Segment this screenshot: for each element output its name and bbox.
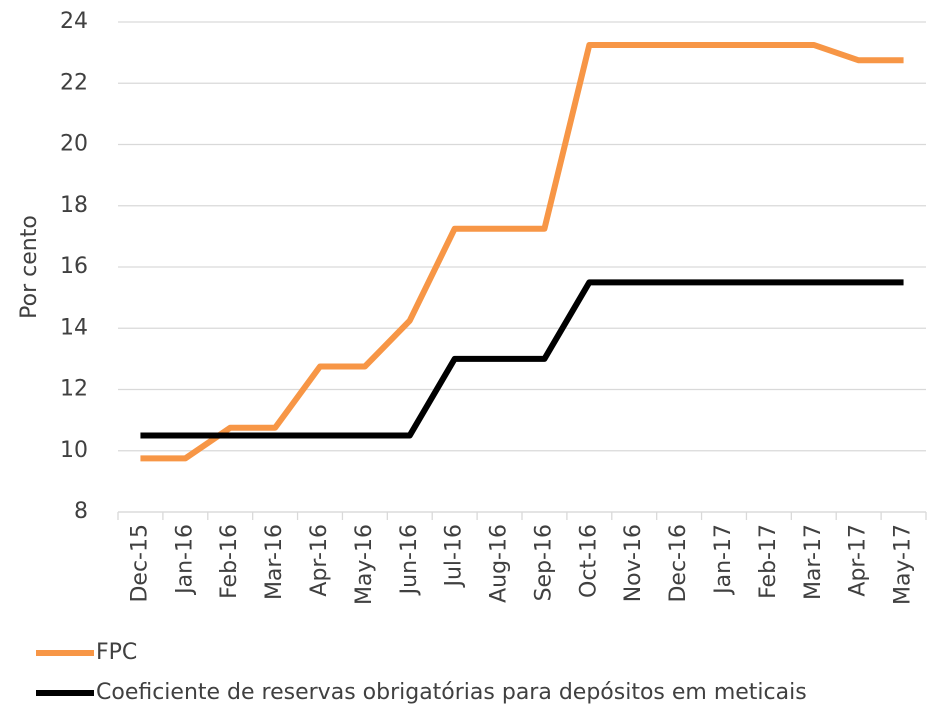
line <box>140 41 904 462</box>
x-tick-label: Dec-15 <box>127 524 152 603</box>
x-tick-label: Jul-16 <box>442 524 467 588</box>
x-tick-label: Feb-17 <box>756 524 781 599</box>
x-tick-label: Apr-17 <box>846 524 871 597</box>
legend-label: Coeficiente de reservas obrigatórias par… <box>96 680 807 705</box>
y-axis-label: Por cento <box>17 215 42 319</box>
legend-label: FPC <box>96 640 137 665</box>
x-tick-label: Jan-16 <box>172 524 197 596</box>
x-tick-label: Jun-16 <box>397 524 422 596</box>
y-tick-label: 20 <box>60 132 88 157</box>
y-tick-label: 14 <box>60 315 88 340</box>
x-tick-label: Apr-16 <box>307 524 332 597</box>
y-tick-label: 18 <box>60 193 88 218</box>
x-tick-label: May-17 <box>891 524 916 605</box>
x-tick-label: Nov-16 <box>621 524 646 602</box>
y-tick-label: 12 <box>60 377 88 402</box>
x-tick-label: Aug-16 <box>487 524 512 603</box>
y-tick-label: 22 <box>60 70 88 95</box>
y-tick-label: 8 <box>74 499 88 524</box>
y-tick-label: 24 <box>60 9 88 34</box>
y-tick-label: 16 <box>60 254 88 279</box>
x-tick-label: Dec-16 <box>666 524 691 603</box>
y-tick-label: 10 <box>60 438 88 463</box>
x-tick-label: Mar-16 <box>262 524 287 600</box>
x-tick-label: May-16 <box>352 524 377 605</box>
line <box>140 279 904 439</box>
x-tick-label: Oct-16 <box>576 524 601 598</box>
x-tick-label: Feb-16 <box>217 524 242 599</box>
x-tick-label: Jan-17 <box>711 524 736 596</box>
x-tick-label: Sep-16 <box>531 524 556 601</box>
x-tick-label: Mar-17 <box>801 524 826 600</box>
